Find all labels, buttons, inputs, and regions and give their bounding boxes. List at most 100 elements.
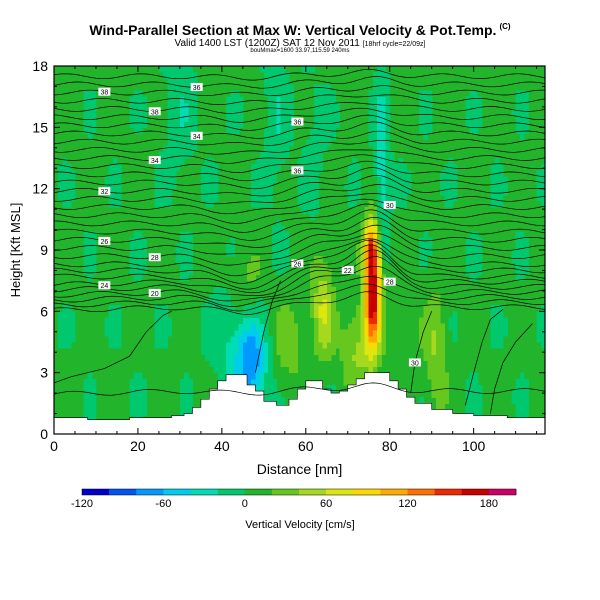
- isentrope-label-bg: [190, 131, 203, 140]
- velocity-cell: [524, 90, 529, 98]
- velocity-cell: [234, 90, 240, 98]
- velocity-cell: [83, 231, 89, 239]
- velocity-cell: [356, 372, 361, 380]
- velocity-cell: [192, 90, 198, 98]
- velocity-cell: [465, 102, 471, 110]
- velocity-cell: [200, 194, 206, 202]
- velocity-cell: [377, 354, 382, 361]
- velocity-cell: [179, 384, 185, 392]
- velocity-cell: [314, 145, 319, 153]
- velocity-cell: [318, 158, 324, 165]
- velocity-cell: [280, 102, 286, 110]
- velocity-cell: [372, 286, 378, 294]
- isentrope-line: [54, 76, 545, 89]
- velocity-cell: [318, 133, 324, 141]
- velocity-cell: [444, 200, 450, 208]
- velocity-cell: [171, 90, 177, 98]
- velocity-cell: [314, 194, 319, 202]
- velocity-cell: [230, 237, 236, 245]
- velocity-cell: [452, 317, 458, 325]
- velocity-cell: [255, 164, 261, 171]
- velocity-cell: [213, 286, 219, 294]
- velocity-cell: [62, 170, 68, 177]
- velocity-cell: [175, 72, 181, 79]
- velocity-cell: [293, 323, 298, 331]
- velocity-cell: [184, 231, 189, 239]
- velocity-cell: [259, 200, 265, 208]
- velocity-cell: [62, 188, 68, 196]
- velocity-cell: [129, 96, 135, 104]
- velocity-cell: [137, 121, 143, 128]
- velocity-cell: [305, 200, 311, 208]
- colorbar-tick-label: 120: [398, 498, 416, 510]
- velocity-cell: [167, 188, 173, 196]
- velocity-cell: [188, 384, 194, 392]
- velocity-cell: [381, 170, 387, 177]
- velocity-cell: [58, 164, 63, 171]
- velocity-cell: [66, 323, 72, 331]
- velocity-cell: [452, 335, 458, 343]
- velocity-cell: [314, 274, 319, 282]
- velocity-cell: [465, 256, 471, 263]
- velocity-cell: [112, 158, 118, 165]
- velocity-cell: [352, 335, 357, 343]
- velocity-cell: [372, 329, 378, 337]
- velocity-cell: [184, 256, 189, 263]
- velocity-cell: [368, 286, 374, 294]
- velocity-cell: [255, 262, 261, 269]
- velocity-cell: [444, 372, 450, 380]
- velocity-cell: [175, 250, 181, 257]
- velocity-cell: [372, 121, 378, 128]
- y-tick-label: 12: [32, 181, 48, 197]
- velocity-cell: [175, 90, 181, 98]
- velocity-cell: [284, 317, 290, 325]
- velocity-cell: [213, 335, 219, 343]
- velocity-cell: [364, 335, 370, 343]
- velocity-cell: [234, 335, 240, 343]
- velocity-cell: [221, 342, 227, 349]
- velocity-cell: [154, 323, 160, 331]
- velocity-cell: [188, 139, 194, 147]
- isentrope-line: [54, 224, 545, 255]
- velocity-cell: [524, 102, 529, 110]
- velocity-cell: [469, 108, 475, 116]
- velocity-cell: [540, 170, 545, 177]
- velocity-cell: [184, 250, 189, 257]
- velocity-cell: [184, 133, 189, 141]
- velocity-cell: [435, 403, 441, 410]
- velocity-cell: [268, 354, 273, 361]
- velocity-cell: [423, 127, 429, 134]
- velocity-cell: [221, 354, 227, 361]
- velocity-cell: [251, 323, 256, 331]
- velocity-cell: [179, 151, 185, 159]
- velocity-cell: [381, 164, 387, 171]
- velocity-cell: [263, 329, 269, 337]
- velocity-cell: [305, 182, 311, 190]
- velocity-cell: [519, 268, 525, 276]
- velocity-cell: [519, 372, 525, 380]
- isentrope-line: [54, 238, 545, 277]
- velocity-cell: [372, 102, 378, 110]
- velocity-cell: [284, 151, 290, 159]
- velocity-cell: [213, 194, 219, 202]
- velocity-cell: [360, 286, 366, 294]
- x-tick-label: 40: [214, 438, 230, 454]
- velocity-cell: [213, 176, 219, 184]
- velocity-cell: [268, 170, 273, 177]
- velocity-cell: [104, 317, 110, 325]
- velocity-cell: [137, 274, 143, 282]
- velocity-cell: [268, 145, 273, 153]
- velocity-cell: [524, 237, 529, 245]
- velocity-cell: [314, 176, 319, 184]
- velocity-cell: [398, 158, 403, 165]
- velocity-cell: [188, 391, 194, 398]
- velocity-cell: [179, 145, 185, 153]
- velocity-cell: [372, 84, 378, 92]
- velocity-cell: [276, 84, 282, 92]
- velocity-cell: [385, 127, 391, 134]
- velocity-cell: [314, 335, 319, 343]
- velocity-cell: [519, 409, 525, 417]
- velocity-cell: [129, 102, 135, 110]
- velocity-cell: [280, 96, 286, 104]
